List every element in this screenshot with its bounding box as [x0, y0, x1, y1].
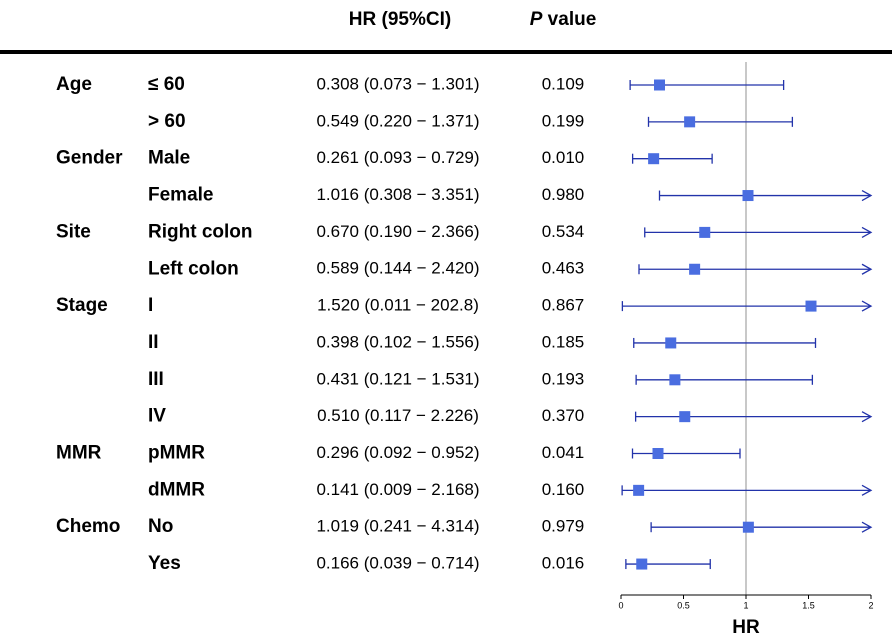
subgroup-label: > 60 [148, 111, 186, 132]
p-value: 0.534 [542, 222, 585, 241]
ci-label: 0.296 (0.092 − 0.952) [316, 443, 479, 462]
p-value: 0.867 [542, 296, 585, 315]
ci-label: 0.670 (0.190 − 2.366) [316, 222, 479, 241]
p-value: 0.980 [542, 185, 585, 204]
group-label: Age [56, 74, 92, 95]
subgroup-label: IV [148, 406, 166, 427]
subgroup-label: No [148, 516, 173, 537]
hr-point [742, 521, 754, 533]
ci-arrow [861, 226, 873, 238]
p-header-italic: P [530, 9, 543, 30]
hr-point [633, 484, 645, 496]
ci-label: 0.589 (0.144 − 2.420) [316, 259, 479, 278]
hr-point [654, 79, 665, 91]
p-value: 0.010 [542, 148, 585, 167]
hr-point [636, 558, 648, 570]
p-header: P value [530, 9, 597, 30]
ci-label: 0.510 (0.117 − 2.226) [317, 406, 479, 425]
subgroup-label: Left colon [148, 258, 239, 279]
p-value: 0.160 [542, 480, 585, 499]
group-label: MMR [56, 443, 102, 464]
subgroup-label: pMMR [148, 443, 205, 464]
ci-label: 1.016 (0.308 − 3.351) [316, 185, 479, 204]
p-value: 0.193 [542, 369, 585, 388]
hr-point [684, 116, 696, 128]
ci-header: HR (95%CI) [349, 9, 451, 30]
ci-label: 1.520 (0.011 − 202.8) [317, 296, 479, 315]
ci-arrow [861, 484, 873, 496]
subgroup-label: Right colon [148, 221, 252, 242]
ci-label: 1.019 (0.241 − 4.314) [316, 517, 479, 536]
x-tick-label: 2 [868, 600, 873, 610]
hr-point [665, 337, 677, 349]
p-value: 0.041 [542, 443, 585, 462]
p-header-rest: value [542, 9, 596, 30]
x-tick-label: 1 [743, 600, 748, 610]
ci-label: 0.261 (0.093 − 0.729) [316, 148, 479, 167]
p-value: 0.463 [542, 259, 585, 278]
hr-point [699, 226, 711, 238]
ci-arrow [861, 411, 873, 423]
ci-label: 0.166 (0.039 − 0.714) [316, 554, 479, 573]
ci-arrow [861, 300, 873, 312]
ci-arrow [861, 189, 873, 202]
hr-point [648, 153, 660, 165]
hr-point [652, 448, 664, 459]
group-label: Gender [56, 148, 123, 169]
ci-label: 0.141 (0.009 − 2.168) [316, 480, 479, 499]
x-tick-label: 1.5 [802, 600, 815, 610]
hr-point [679, 411, 691, 423]
p-value: 0.109 [542, 74, 585, 93]
subgroup-label: II [148, 332, 159, 353]
ci-arrow [861, 263, 873, 275]
hr-point [669, 374, 681, 386]
ci-label: 0.398 (0.102 − 1.556) [316, 332, 479, 351]
hr-point [689, 263, 701, 275]
p-value: 0.979 [542, 517, 585, 536]
ci-label: 0.431 (0.121 − 1.531) [316, 369, 479, 388]
hr-point [742, 190, 754, 202]
x-tick-label: 0.5 [677, 600, 690, 610]
subgroup-label: III [148, 369, 164, 390]
ci-arrow [861, 521, 873, 533]
subgroup-label: ≤ 60 [148, 74, 185, 95]
p-value: 0.199 [542, 111, 585, 130]
p-value: 0.016 [542, 554, 585, 573]
group-label: Site [56, 221, 91, 242]
subgroup-label: Female [148, 185, 213, 206]
group-label: Chemo [56, 516, 120, 537]
ci-label: 0.308 (0.073 − 1.301) [316, 74, 479, 93]
x-axis-label: HR [732, 617, 760, 638]
hr-point [805, 300, 817, 312]
subgroup-label: Yes [148, 553, 181, 574]
x-tick-label: 0 [618, 600, 623, 610]
p-value: 0.370 [542, 406, 585, 425]
p-value: 0.185 [542, 332, 585, 351]
subgroup-label: Male [148, 148, 190, 169]
group-label: Stage [56, 295, 108, 316]
subgroup-label: dMMR [148, 479, 205, 500]
ci-label: 0.549 (0.220 − 1.371) [316, 111, 479, 130]
subgroup-label: I [148, 295, 153, 316]
